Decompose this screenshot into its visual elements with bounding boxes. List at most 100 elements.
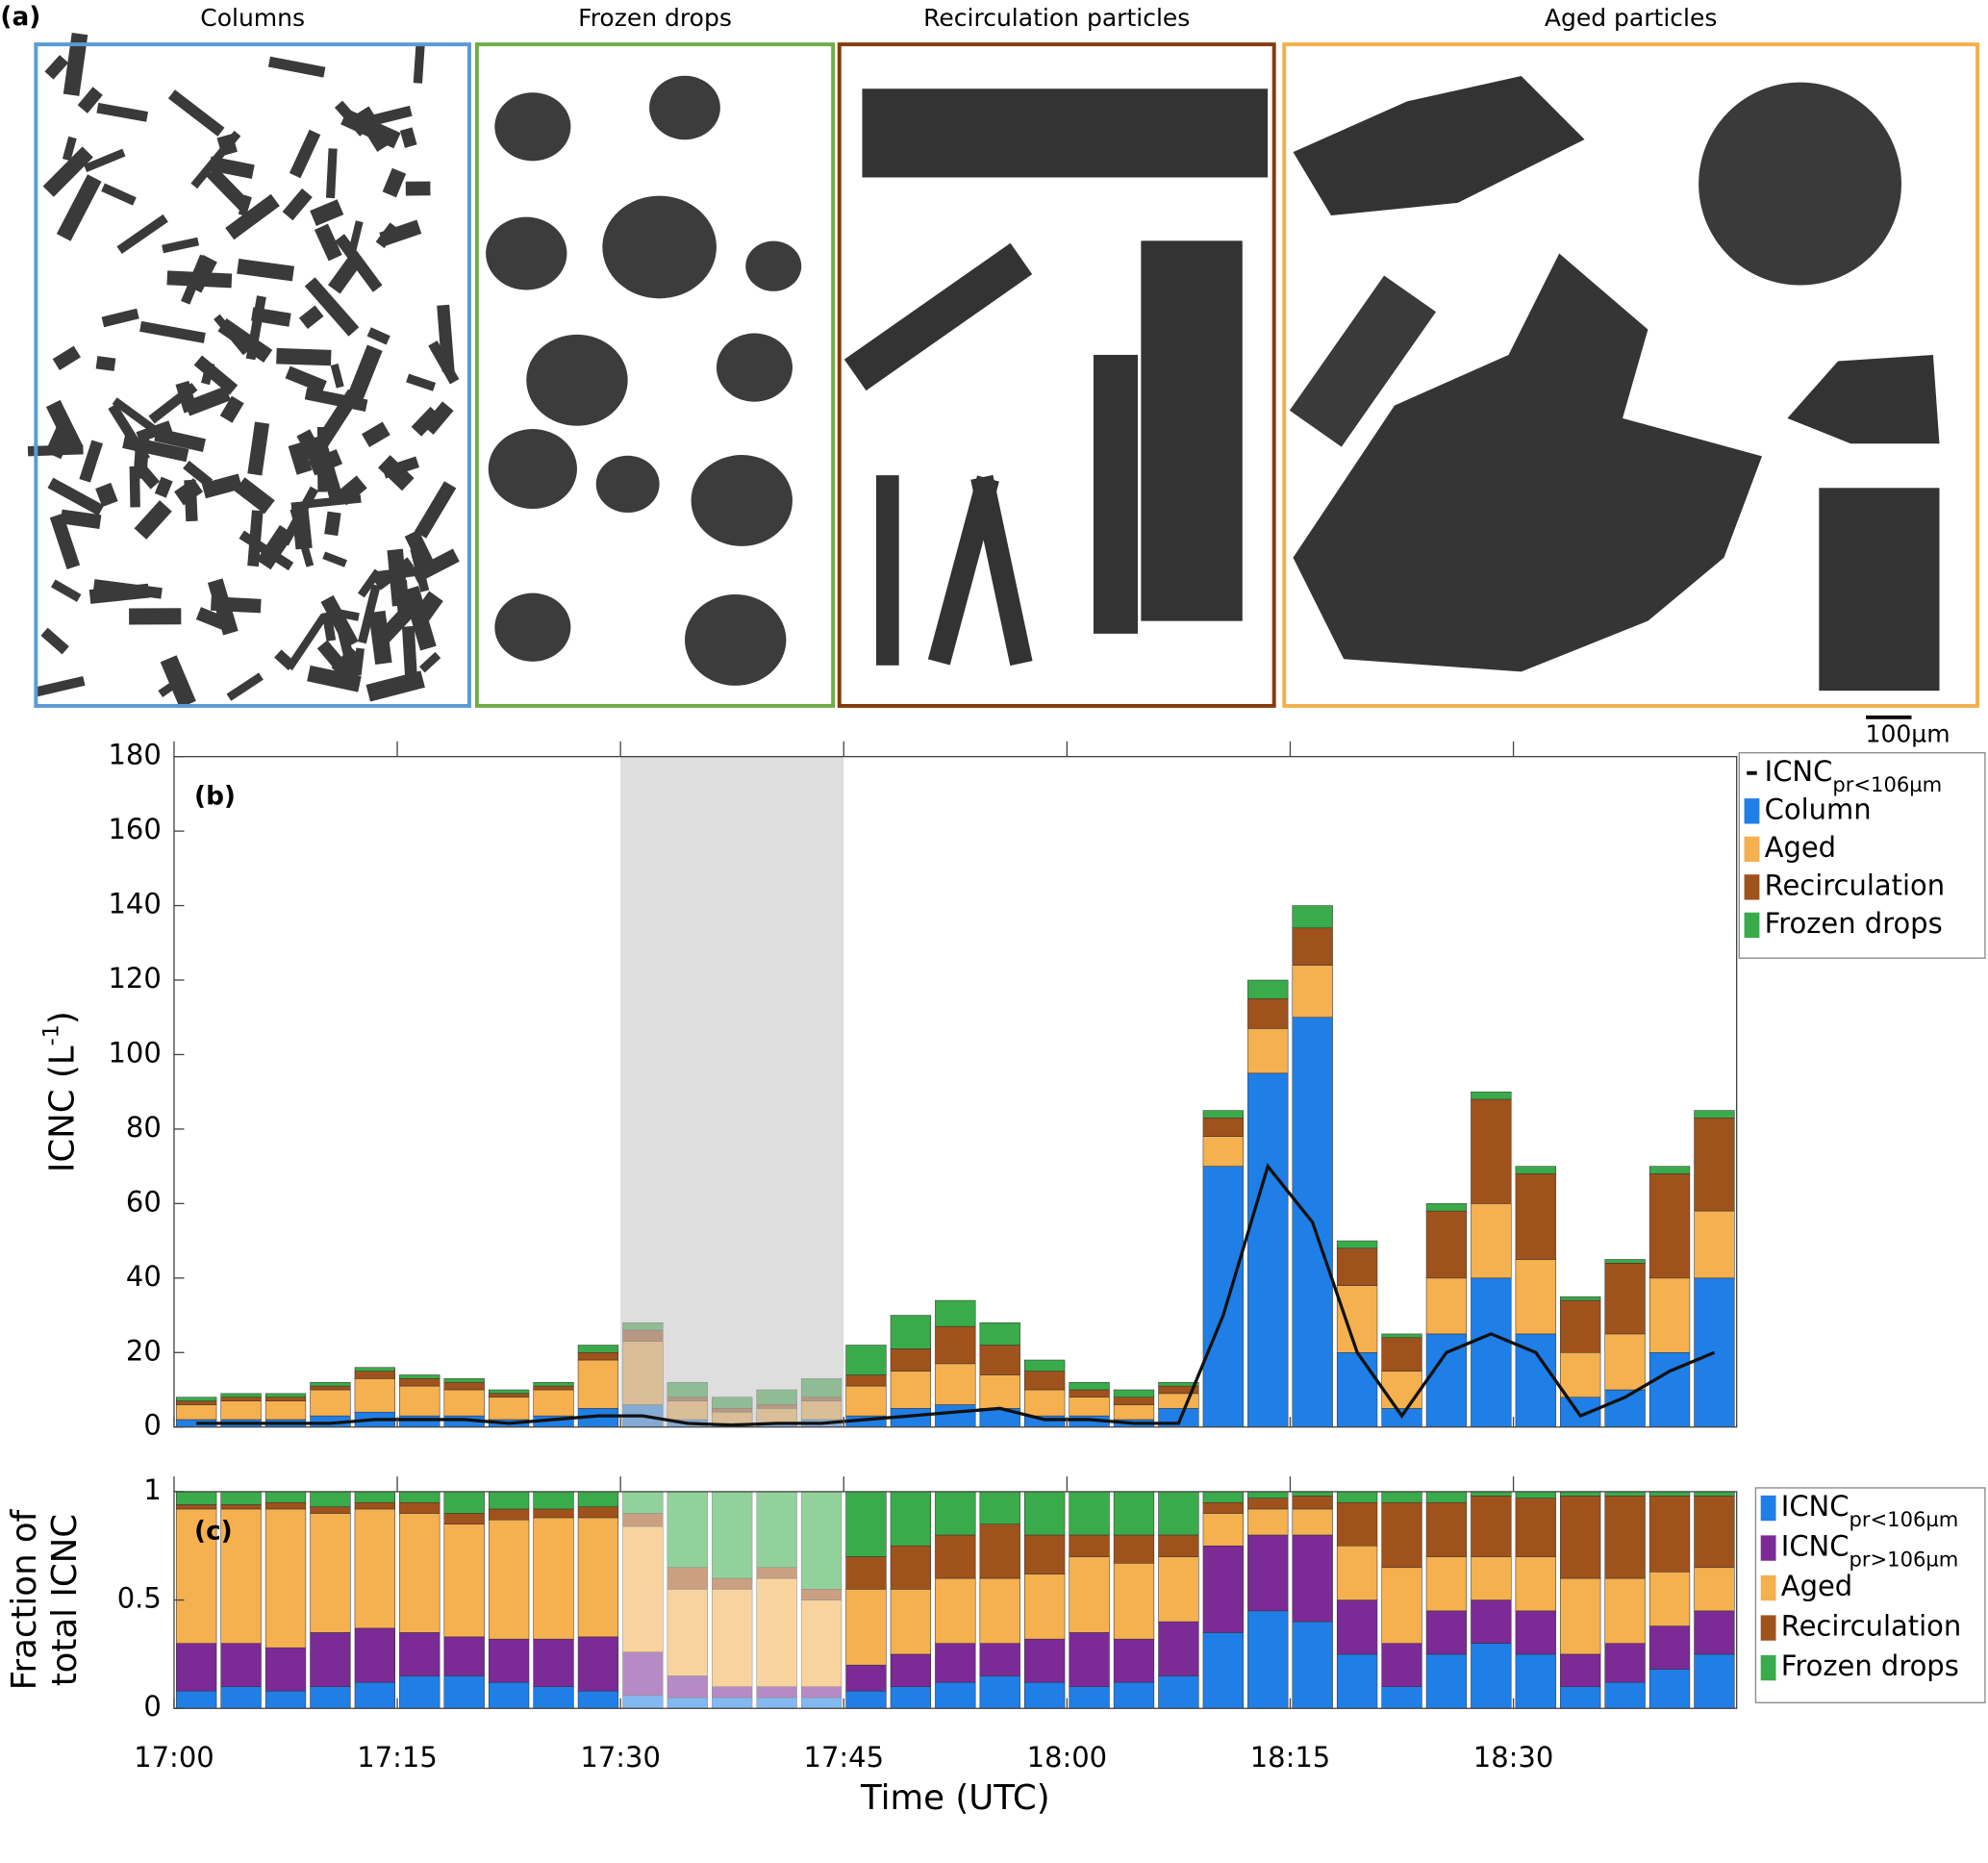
bar-segment [979,1643,1020,1676]
particle [267,56,326,78]
bar-segment [1425,1501,1468,1557]
legend-subscript: pr>106µm [1849,1547,1958,1571]
particle [486,216,567,290]
bar-segment [1604,1389,1646,1427]
bar-segment [979,1491,1020,1524]
bar-segment [1560,1491,1601,1497]
bar-segment [1381,1643,1422,1687]
particle [237,258,295,282]
bar-segment [1471,1091,1512,1100]
particle [134,500,172,540]
bar-segment [979,1675,1020,1709]
bar-segment [264,1647,307,1692]
particle [314,223,342,262]
particle [247,421,270,476]
legend-name: Frozen drops [1781,1649,1959,1682]
bar-segment [1069,1632,1110,1687]
legend-name: Recirculation [1765,869,1945,901]
bar-segment [1694,1491,1735,1497]
legend-name: Aged [1765,831,1836,864]
bar-segment [1113,1491,1155,1536]
bar-segment [1560,1397,1601,1427]
legend-name: Recirculation [1781,1610,1961,1643]
bar-segment [1292,927,1333,966]
particle [148,382,198,424]
particle [95,482,118,508]
bar-segment [890,1348,932,1372]
bar-segment [935,1325,976,1365]
bar-segment [1694,1496,1735,1569]
bar-segment [577,1359,619,1409]
bar-segment [1069,1491,1110,1536]
legend-label: Column [1765,793,1872,825]
bar-segment [1158,1534,1199,1557]
particle [201,362,215,386]
particle [1699,82,1901,286]
bar-segment [1113,1397,1155,1405]
bar-segment [1471,1496,1512,1557]
bar-segment [1381,1371,1422,1409]
bar-segment [1023,1638,1066,1683]
particle [92,579,163,599]
bar-segment [310,1491,351,1507]
bar-segment [1694,1118,1735,1212]
bar-segment [1113,1563,1155,1640]
bar-segment [1425,1610,1468,1655]
particle [1141,240,1243,621]
particle [488,429,577,510]
bar-segment [533,1686,574,1709]
particle [595,455,660,514]
bar-segment [488,1638,530,1683]
bar-segment [577,1506,619,1519]
bar-segment [443,1491,485,1514]
bar-segment [1560,1496,1601,1579]
box-title: Recirculation particles [923,4,1190,32]
bar-segment [1648,1572,1691,1626]
bar-segment [1648,1491,1691,1497]
x-tick-label: 17:15 [357,1741,437,1774]
particle [1293,76,1585,216]
bar-segment [935,1681,976,1709]
legend-name: Frozen drops [1765,907,1943,940]
legend-name: ICNC [1781,1530,1850,1563]
y-tick-label: 60 [126,1185,162,1218]
bar-segment [1560,1653,1601,1687]
bar-segment [935,1577,976,1644]
bar-segment [845,1345,887,1375]
bar-segment [264,1393,307,1397]
particle [330,364,344,389]
legend-swatch [1760,1654,1776,1681]
scale-bar-label: 100µm [1866,719,1950,747]
y-label-text: ICNC (L [42,1045,82,1172]
particle [158,677,182,697]
bar-segment [1336,1491,1378,1503]
panel-label: (a) [0,3,40,32]
bar-segment [220,1504,262,1510]
particle [201,473,242,499]
particle [40,627,69,655]
particle [428,340,460,385]
bar-segment [1560,1299,1601,1353]
bar-segment [310,1632,351,1687]
bar-segment [399,1374,440,1379]
particle [494,92,571,162]
particle [410,591,443,627]
particle [285,365,327,393]
bar-segment [1694,1567,1735,1612]
bar-segment [310,1513,351,1633]
bar-segment [1515,1491,1556,1498]
bar-segment [979,1322,1020,1346]
particle [691,455,793,546]
bar-segment [1292,905,1333,929]
bar-segment [577,1352,619,1361]
legend-label: Recirculation [1765,869,1945,901]
particle [56,174,102,241]
bar-segment [176,1690,217,1709]
bar-segment [1381,1337,1422,1372]
bar-segment [622,1651,664,1696]
bar-segment [1694,1210,1735,1279]
particle [47,477,105,516]
bar-segment [488,1393,530,1397]
bar-segment [1560,1352,1601,1397]
